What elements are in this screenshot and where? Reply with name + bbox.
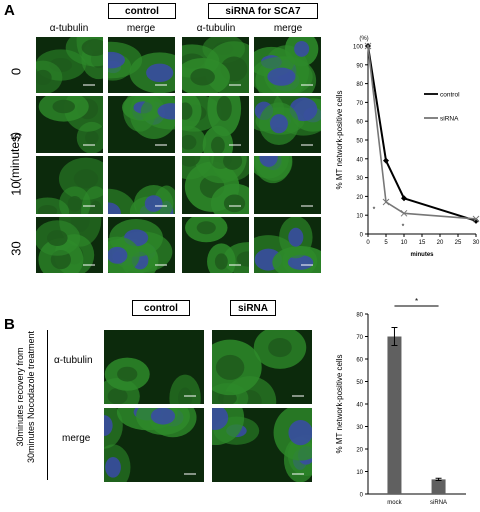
panel-a-sirna-header: siRNA for SCA7 [208,3,318,19]
line-point-siRNA [382,198,390,206]
line-point-siRNA [472,215,480,223]
side-label-line1: 30minutes recovery from [15,347,25,447]
bar-chart-y-label: % MT network-positive cells [335,355,344,454]
micrograph-a-r0-c1 [108,37,175,93]
micrograph-b-r0-c1 [212,330,312,404]
micrograph-a-r1-c2 [182,96,249,153]
panel-b-letter: B [4,316,15,333]
bar-chart-ytick-label: 60 [356,358,363,364]
line-chart-ytick-label: 30 [356,176,363,182]
line-chart-ytick-label: 40 [356,157,363,163]
micrograph-a-r2-c3 [254,156,321,214]
time-unit-label: (minutes) [8,132,22,183]
legend-label-siRNA: siRNA [440,116,459,123]
line-chart-x-label: minutes [410,252,434,258]
row-label-merge: merge [62,433,91,444]
micrograph-a-r2-c1 [108,156,175,214]
bar-chart-ytick-label: 70 [356,335,363,341]
line-chart-y-label: % MT network-positive cells [335,91,344,190]
time-label-0: 0 [8,67,24,76]
bar-label-mock: mock [387,500,402,506]
line-series-control [367,45,477,222]
bar-chart-ytick-label: 20 [356,448,363,454]
line-chart-y-unit: (%) [359,36,368,42]
significance-star: * [415,297,418,306]
time-label-30: 30 [8,241,24,256]
bar-chart-ytick-label: 50 [356,380,363,386]
micrograph-a-r0-c0 [36,37,103,93]
panel-b-sirna-header: siRNA [230,300,276,316]
micrograph-a-r3-c3 [254,217,321,273]
side-bracket-line [47,330,48,480]
bar-siRNA [431,479,446,494]
micrograph-a-r2-c2 [182,156,249,214]
micrograph-a-r0-c3 [254,37,321,93]
line-point-control [401,195,407,202]
line-chart-ytick-label: 60 [356,120,363,126]
line-chart-xtick-label: 25 [455,240,462,246]
bar-chart-ytick-label: 40 [356,403,363,409]
line-chart-ytick-label: 80 [356,82,363,88]
line-chart-annotation: * [373,206,376,213]
micrograph-a-r3-c1 [108,217,175,273]
panel-a-control-header: control [108,3,176,19]
panel-a-letter: A [4,2,15,19]
micrograph-a-r3-c0 [36,217,103,273]
bar-chart-ytick-label: 10 [356,470,363,476]
bar-chart-ytick-label: 30 [356,425,363,431]
line-chart-xtick-label: 15 [419,240,426,246]
line-chart-ytick-label: 90 [356,63,363,69]
micrograph-a-r1-c0 [36,96,103,153]
micrograph-b-r0-c0 [104,330,204,404]
row-label-tubulin: α-tubulin [54,355,93,366]
line-point-siRNA [364,42,372,50]
line-chart: 0 10 20 30 40 50 60 70 80 90 100 0 5 10 15 20 25 30 (%) min… [335,36,480,258]
line-series-siRNA [367,45,477,220]
micrograph-a-r3-c2 [182,217,249,273]
col-label-merge-control: merge [126,23,156,34]
line-point-siRNA [400,209,408,217]
line-chart-annotation: * [402,223,405,230]
line-chart-xtick-label: 20 [437,240,444,246]
micrograph-a-r2-c0 [36,156,103,214]
line-chart-xtick-label: 5 [384,240,388,246]
line-point-control [383,157,389,164]
side-label-line2: 30minutes Nocodazole treatment [26,330,36,464]
bar-chart: 0 10 20 30 40 50 60 70 80 % MT network-positive c… [335,297,466,506]
line-chart-ytick-label: 10 [356,214,363,220]
micrograph-a-r1-c3 [254,96,321,153]
col-label-tubulin-control: α-tubulin [49,23,89,34]
line-chart-ytick-label: 100 [353,45,364,51]
line-chart-xtick-label: 30 [473,240,480,246]
line-chart-ytick-label: 50 [356,139,363,145]
micrograph-b-r1-c1 [212,408,312,482]
panel-b-control-header: control [132,300,190,316]
line-chart-ytick-label: 0 [360,233,364,239]
bar-chart-ytick-label: 80 [356,313,363,319]
line-chart-ytick-label: 20 [356,195,363,201]
line-chart-ytick-label: 70 [356,101,363,107]
legend-label-control: control [440,92,460,99]
line-chart-xtick-label: 10 [401,240,408,246]
micrograph-a-r1-c1 [108,96,175,153]
line-chart-xtick-label: 0 [366,240,370,246]
bar-label-siRNA: siRNA [430,500,447,506]
micrograph-a-r0-c2 [182,37,249,93]
micrograph-b-r1-c0 [104,408,204,482]
col-label-merge-sirna: merge [273,23,303,34]
bar-chart-ytick-label: 0 [360,493,364,499]
bar-mock [387,336,402,494]
col-label-tubulin-sirna: α-tubulin [196,23,236,34]
